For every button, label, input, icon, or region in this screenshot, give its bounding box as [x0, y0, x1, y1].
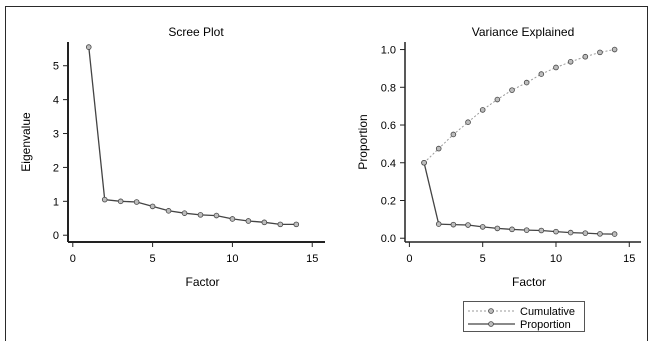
data-point	[293, 221, 300, 228]
y-tick-label: 0.8	[381, 82, 396, 94]
data-point	[582, 230, 589, 236]
data-point	[85, 44, 92, 50]
y-tick-label: 0.4	[381, 158, 396, 170]
data-point	[277, 221, 284, 228]
figure-border	[5, 6, 648, 341]
legend-marker	[488, 308, 494, 314]
data-point	[465, 222, 471, 228]
x-tick-label: 5	[480, 253, 486, 265]
chart-panel-2: Variance Explained 0.0 0.2 0.4 0.6 0.8 1.0 0 5 10…	[356, 25, 641, 332]
data-point	[494, 225, 501, 232]
data-point	[435, 145, 442, 152]
x-tick-label: 0	[70, 253, 76, 265]
data-point	[597, 231, 603, 237]
data-point	[553, 228, 559, 235]
data-point	[597, 49, 603, 56]
y-tick-label: 3	[53, 129, 59, 141]
y-tick-label: 0.0	[381, 233, 396, 245]
data-point	[611, 231, 618, 237]
data-point	[567, 59, 574, 65]
data-point	[523, 79, 530, 86]
x-tick-label: 10	[226, 253, 238, 265]
legend-label-cumulative: Cumulative	[520, 306, 575, 318]
data-point	[465, 119, 471, 125]
y-tick-label: 2	[53, 162, 59, 174]
data-point	[149, 203, 156, 210]
data-point	[101, 196, 108, 203]
data-point	[567, 229, 574, 236]
x-tick-label: 10	[550, 253, 562, 265]
chart-title: Scree Plot	[168, 25, 224, 39]
data-point	[582, 53, 589, 60]
data-point	[117, 198, 124, 205]
chart-panel-1: Scree Plot 0 1 2 3 4 5 0 5 10 15 Factor Eigenvalue	[19, 25, 325, 289]
x-tick-label: 15	[306, 253, 318, 265]
data-point	[538, 227, 545, 234]
y-tick-label: 1.0	[381, 45, 396, 57]
data-point	[611, 46, 618, 53]
data-point	[229, 216, 236, 222]
y-tick-label: 1	[53, 196, 59, 208]
legend-box	[463, 301, 585, 332]
y-tick-label: 0.6	[381, 120, 396, 132]
series-line-cumulative	[423, 49, 615, 164]
data-point	[479, 224, 486, 230]
x-tick-label: 15	[623, 253, 635, 265]
data-point	[479, 107, 486, 113]
x-axis-label: Factor	[512, 275, 546, 289]
y-tick-label: 5	[53, 61, 59, 73]
data-point	[261, 219, 268, 226]
chart-title: Variance Explained	[472, 25, 575, 39]
data-point	[494, 96, 501, 103]
data-point	[509, 226, 515, 233]
y-axis-label: Proportion	[356, 114, 370, 169]
data-point	[523, 227, 530, 233]
data-point	[553, 64, 559, 71]
data-point	[538, 71, 545, 77]
data-point	[509, 87, 515, 93]
data-point	[133, 199, 140, 205]
y-axis-label: Eigenvalue	[19, 112, 33, 172]
y-tick-label: 0.2	[381, 195, 396, 207]
y-tick-label: 0	[53, 230, 59, 242]
series-line-eigenvalue	[88, 47, 297, 226]
data-point	[450, 131, 457, 138]
y-tick-label: 4	[53, 95, 59, 107]
x-tick-label: 5	[150, 253, 156, 265]
data-point	[435, 221, 442, 227]
legend-label-proportion: Proportion	[520, 319, 571, 331]
x-axis-label: Factor	[185, 275, 219, 289]
data-point	[245, 218, 252, 224]
legend-marker	[488, 321, 494, 327]
data-point	[450, 221, 457, 228]
data-point	[197, 212, 204, 218]
data-point	[421, 159, 427, 166]
data-point	[213, 212, 220, 219]
data-point	[165, 208, 172, 214]
x-tick-label: 0	[406, 253, 412, 265]
data-point	[181, 210, 188, 216]
